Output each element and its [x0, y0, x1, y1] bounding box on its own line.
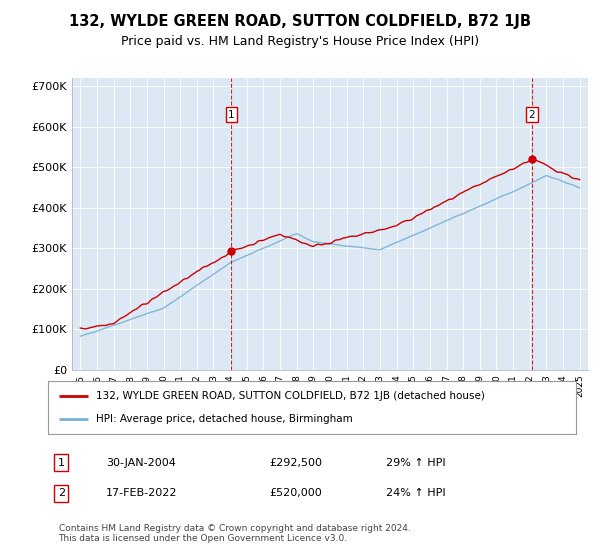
Text: 1: 1 [228, 110, 235, 120]
Text: 2: 2 [529, 110, 535, 120]
Text: £520,000: £520,000 [270, 488, 323, 498]
Text: 30-JAN-2004: 30-JAN-2004 [106, 458, 176, 468]
Text: HPI: Average price, detached house, Birmingham: HPI: Average price, detached house, Birm… [95, 414, 352, 424]
Text: 2: 2 [58, 488, 65, 498]
Text: £292,500: £292,500 [270, 458, 323, 468]
Text: 24% ↑ HPI: 24% ↑ HPI [386, 488, 446, 498]
Text: Price paid vs. HM Land Registry's House Price Index (HPI): Price paid vs. HM Land Registry's House … [121, 35, 479, 48]
Text: 17-FEB-2022: 17-FEB-2022 [106, 488, 178, 498]
Text: Contains HM Land Registry data © Crown copyright and database right 2024.
This d: Contains HM Land Registry data © Crown c… [59, 524, 410, 543]
Text: 132, WYLDE GREEN ROAD, SUTTON COLDFIELD, B72 1JB: 132, WYLDE GREEN ROAD, SUTTON COLDFIELD,… [69, 14, 531, 29]
Text: 29% ↑ HPI: 29% ↑ HPI [386, 458, 446, 468]
Text: 132, WYLDE GREEN ROAD, SUTTON COLDFIELD, B72 1JB (detached house): 132, WYLDE GREEN ROAD, SUTTON COLDFIELD,… [95, 391, 484, 401]
Text: 1: 1 [58, 458, 65, 468]
